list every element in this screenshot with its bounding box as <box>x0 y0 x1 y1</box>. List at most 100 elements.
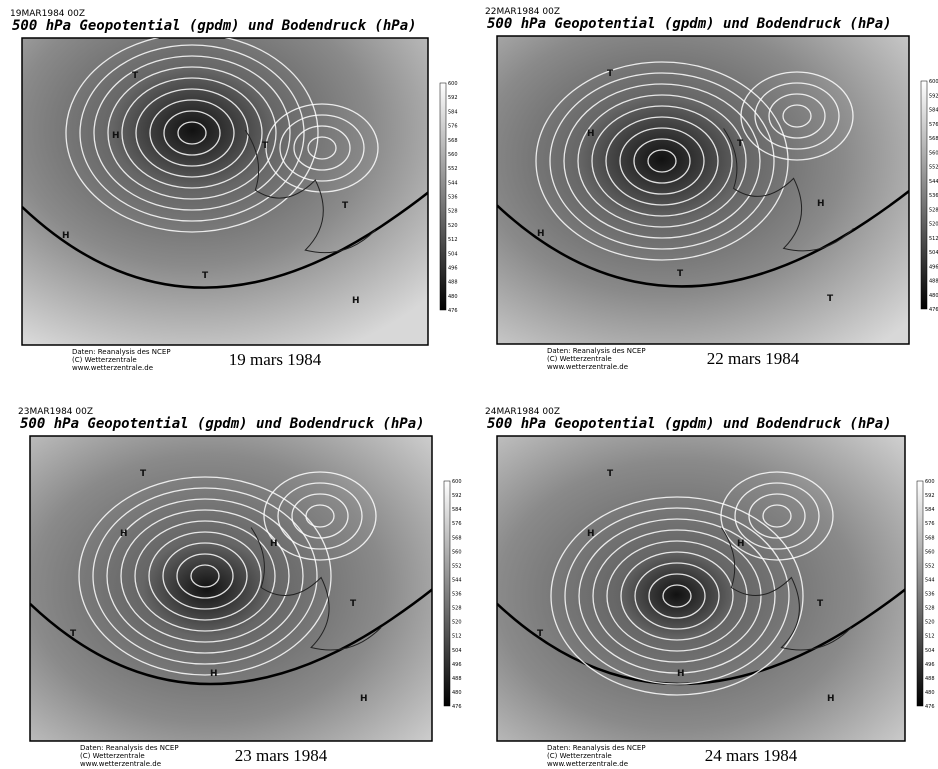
colorbar-label: 480 <box>452 690 462 696</box>
credit: Daten: Reanalysis des NCEP <box>72 348 171 356</box>
colorbar-label: 504 <box>452 648 462 654</box>
pressure-marker: T <box>132 71 139 81</box>
pressure-marker: T <box>262 141 269 151</box>
credit: Daten: Reanalysis des NCEP <box>547 744 646 752</box>
colorbar-label: 552 <box>448 166 458 172</box>
map-panel: 24MAR1984 00Z500 hPa Geopotential (gpdm)… <box>485 407 938 768</box>
colorbar-label: 568 <box>925 535 935 541</box>
map-composite: 19MAR1984 00Z500 hPa Geopotential (gpdm)… <box>0 0 938 769</box>
map-title: 500 hPa Geopotential (gpdm) und Bodendru… <box>487 416 892 432</box>
colorbar-label: 512 <box>448 237 458 243</box>
pressure-marker: T <box>607 469 614 479</box>
colorbar-label: 528 <box>452 606 462 612</box>
map-panel: 23MAR1984 00Z500 hPa Geopotential (gpdm)… <box>18 407 503 768</box>
pressure-marker: H <box>587 529 595 539</box>
colorbar-label: 560 <box>448 152 458 158</box>
credit: (C) Wetterzentrale <box>547 355 612 363</box>
caption: 22 mars 1984 <box>707 349 800 368</box>
pressure-marker: T <box>202 271 209 281</box>
colorbar-label: 512 <box>452 634 462 640</box>
colorbar-label: 476 <box>448 308 458 314</box>
colorbar-label: 536 <box>448 195 458 201</box>
credit: (C) Wetterzentrale <box>80 752 145 760</box>
pressure-marker: T <box>140 469 147 479</box>
colorbar-label: 512 <box>929 236 938 242</box>
pressure-marker: H <box>677 669 685 679</box>
colorbar-label: 544 <box>929 179 938 185</box>
colorbar-label: 476 <box>929 307 938 313</box>
pressure-marker: H <box>210 669 218 679</box>
colorbar-label: 600 <box>448 81 458 87</box>
colorbar-label: 584 <box>448 109 458 115</box>
pressure-marker: T <box>737 139 744 149</box>
colorbar-label: 544 <box>448 180 458 186</box>
colorbar-label: 476 <box>925 704 935 710</box>
colorbar-label: 520 <box>925 620 935 626</box>
pressure-marker: H <box>537 229 545 239</box>
colorbar-label: 480 <box>448 294 458 300</box>
colorbar-label: 536 <box>929 193 938 199</box>
colorbar-label: 528 <box>925 606 935 612</box>
colorbar-label: 560 <box>929 150 938 156</box>
colorbar-label: 552 <box>452 563 462 569</box>
colorbar-label: 568 <box>448 138 458 144</box>
colorbar-label: 476 <box>452 704 462 710</box>
colorbar-label: 600 <box>929 79 938 85</box>
colorbar-label: 576 <box>929 122 938 128</box>
colorbar-label: 488 <box>452 676 462 682</box>
pressure-marker: H <box>352 296 360 306</box>
credit: Daten: Reanalysis des NCEP <box>547 347 646 355</box>
caption: 24 mars 1984 <box>705 746 798 765</box>
colorbar-label: 496 <box>925 662 935 668</box>
colorbar-label: 520 <box>452 620 462 626</box>
colorbar-label: 480 <box>925 690 935 696</box>
colorbar-label: 496 <box>452 662 462 668</box>
pressure-marker: H <box>737 539 745 549</box>
credit: (C) Wetterzentrale <box>72 356 137 364</box>
pressure-marker: T <box>607 69 614 79</box>
colorbar-label: 584 <box>929 108 938 114</box>
colorbar-label: 520 <box>929 222 938 228</box>
colorbar-label: 512 <box>925 634 935 640</box>
colorbar-label: 544 <box>452 577 462 583</box>
credit: www.wetterzentrale.de <box>547 760 628 768</box>
colorbar-label: 600 <box>925 479 935 485</box>
colorbar-label: 496 <box>448 265 458 271</box>
colorbar-label: 560 <box>925 549 935 555</box>
credit: www.wetterzentrale.de <box>80 760 161 768</box>
pressure-marker: H <box>120 529 128 539</box>
map-area <box>497 436 905 741</box>
colorbar-label: 592 <box>452 493 462 499</box>
colorbar-label: 480 <box>929 293 938 299</box>
pressure-marker: H <box>270 539 278 549</box>
caption: 19 mars 1984 <box>229 350 322 369</box>
colorbar-label: 504 <box>929 250 938 256</box>
colorbar-label: 600 <box>452 479 462 485</box>
colorbar-label: 568 <box>452 535 462 541</box>
colorbar <box>917 481 923 706</box>
colorbar <box>921 81 927 309</box>
pressure-marker: T <box>827 294 834 304</box>
colorbar-label: 528 <box>929 207 938 213</box>
colorbar-label: 520 <box>448 223 458 229</box>
pressure-marker: H <box>817 199 825 209</box>
pressure-marker: H <box>112 131 120 141</box>
pressure-marker: H <box>360 694 368 704</box>
colorbar-label: 592 <box>448 95 458 101</box>
credit: www.wetterzentrale.de <box>72 364 153 372</box>
colorbar-label: 584 <box>925 507 935 513</box>
colorbar-label: 568 <box>929 136 938 142</box>
map-title: 500 hPa Geopotential (gpdm) und Bodendru… <box>487 16 892 32</box>
map-title: 500 hPa Geopotential (gpdm) und Bodendru… <box>20 416 425 432</box>
pressure-marker: T <box>677 269 684 279</box>
pressure-marker: T <box>342 201 349 211</box>
pressure-marker: H <box>62 231 70 241</box>
colorbar-label: 552 <box>929 165 938 171</box>
map-title: 500 hPa Geopotential (gpdm) und Bodendru… <box>12 18 417 34</box>
colorbar-label: 592 <box>929 93 938 99</box>
colorbar-label: 576 <box>452 521 462 527</box>
pressure-marker: T <box>350 599 357 609</box>
colorbar <box>444 481 450 706</box>
pressure-marker: T <box>537 629 544 639</box>
colorbar-label: 592 <box>925 493 935 499</box>
